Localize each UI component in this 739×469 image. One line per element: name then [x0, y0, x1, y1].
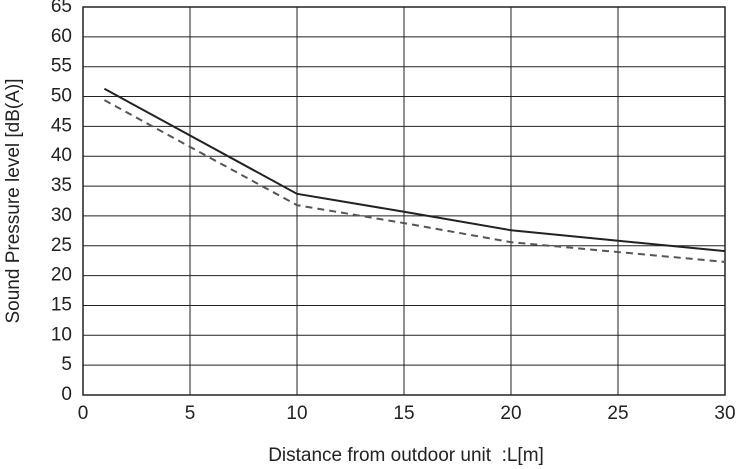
- x-tick-label: 5: [185, 403, 196, 424]
- x-tick-label: 0: [78, 403, 89, 424]
- x-axis-label: Distance from outdoor unit :L[m]: [268, 445, 544, 466]
- y-tick-label: 45: [51, 115, 72, 136]
- y-tick-label: 65: [51, 0, 72, 17]
- x-tick-label: 30: [714, 403, 735, 424]
- y-tick-label: 35: [51, 175, 72, 196]
- data-line: [103, 99, 726, 263]
- plot-frame: [82, 6, 726, 396]
- x-tick-label: 20: [500, 403, 521, 424]
- y-axis-label: Sound Pressure level [dB(A)]: [3, 78, 24, 323]
- y-tick-label: 5: [61, 354, 72, 375]
- y-tick-label: 20: [51, 265, 72, 286]
- y-tick-label: 30: [51, 205, 72, 226]
- x-tick-label: 10: [286, 403, 307, 424]
- y-tick-label: 0: [61, 384, 72, 405]
- y-tick-label: 40: [51, 145, 72, 166]
- x-tick-label: 25: [607, 403, 628, 424]
- y-tick-label: 55: [51, 56, 72, 77]
- y-tick-label: 25: [51, 235, 72, 256]
- x-tick-label: 15: [393, 403, 414, 424]
- y-tick-label: 10: [51, 324, 72, 345]
- y-tick-label: 60: [51, 26, 72, 47]
- data-line: [103, 87, 726, 253]
- y-tick-label: 50: [51, 86, 72, 107]
- y-tick-label: 15: [51, 294, 72, 315]
